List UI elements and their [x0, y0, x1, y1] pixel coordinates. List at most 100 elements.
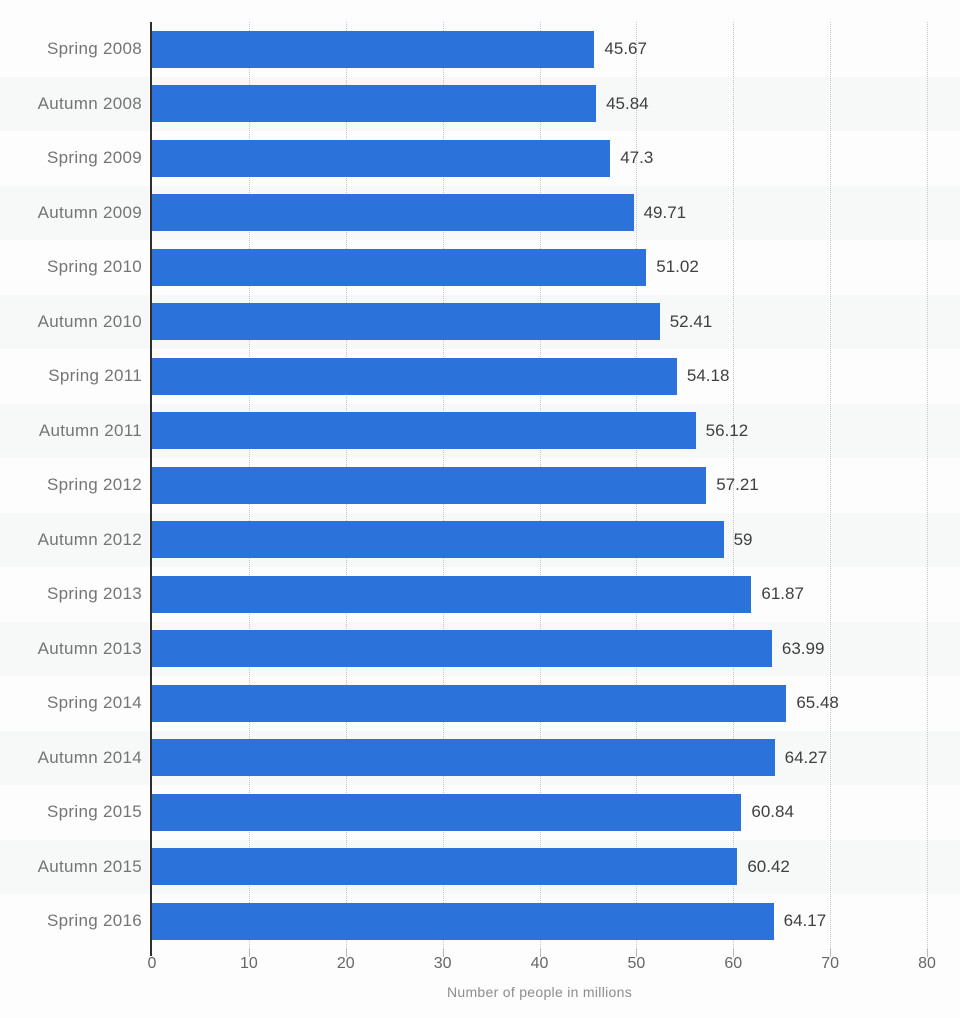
bar-row: Autumn 2014 64.27	[0, 731, 960, 786]
category-label: Autumn 2008	[37, 93, 142, 113]
category-label: Autumn 2015	[37, 856, 142, 876]
value-label: 65.48	[796, 693, 839, 713]
bar	[152, 85, 597, 123]
value-label: 60.42	[747, 856, 790, 876]
bar-track: 64.27	[152, 731, 927, 786]
bar-row: Spring 2013 61.87	[0, 567, 960, 622]
bar-track: 54.18	[152, 349, 927, 404]
bar-row: Autumn 2008 45.84	[0, 77, 960, 132]
category-label: Autumn 2012	[37, 529, 142, 549]
x-axis-tick-label: 10	[239, 955, 258, 972]
x-axis-label: Number of people in millions	[446, 984, 633, 1000]
bar	[152, 303, 660, 341]
x-axis-tick-label: 70	[821, 955, 840, 972]
bar	[152, 357, 677, 395]
bar	[152, 684, 787, 722]
x-axis-tick-label: 30	[433, 955, 452, 972]
bar	[152, 466, 707, 504]
bar-row: Spring 2014 65.48	[0, 676, 960, 731]
bar-row: Spring 2008 45.67	[0, 22, 960, 77]
category-label: Spring 2013	[47, 584, 142, 604]
value-label: 61.87	[761, 584, 804, 604]
bar	[152, 521, 724, 559]
x-axis-tickmark	[830, 948, 832, 957]
gridline	[733, 22, 735, 949]
bar-track: 45.84	[152, 77, 927, 132]
bar-track: 49.71	[152, 186, 927, 241]
bar	[152, 139, 611, 177]
bar-row: Spring 2012 57.21	[0, 458, 960, 513]
category-label: Autumn 2014	[37, 747, 142, 767]
gridline	[830, 22, 832, 949]
bar	[152, 793, 742, 831]
bar-track: 63.99	[152, 622, 927, 677]
category-label: Spring 2008	[47, 39, 142, 59]
category-label: Spring 2016	[47, 911, 142, 931]
value-label: 54.18	[686, 366, 730, 386]
x-axis-tick-label: 0	[147, 955, 157, 972]
bar-rows: Spring 2008 45.67 Autumn 2008 45.84 Spring 2…	[0, 22, 960, 949]
category-label: Spring 2011	[48, 366, 142, 386]
bar-track: 64.17	[152, 894, 927, 949]
bar-row: Autumn 2010 52.41	[0, 295, 960, 350]
bar	[152, 248, 647, 286]
x-axis-tick-label: 50	[627, 955, 646, 972]
bar-track: 51.02	[152, 240, 927, 295]
bar-track: 47.3	[152, 131, 927, 186]
value-label: 64.27	[784, 747, 828, 767]
bar	[152, 848, 738, 886]
category-label: Spring 2009	[47, 148, 142, 168]
bar-track: 60.42	[152, 840, 927, 895]
category-label: Autumn 2011	[38, 420, 142, 440]
category-label: Spring 2012	[47, 475, 142, 495]
x-axis-tickmark	[248, 948, 250, 957]
category-label: Spring 2015	[47, 802, 142, 822]
y-axis-line	[150, 22, 152, 956]
bar	[152, 902, 774, 940]
bar	[152, 739, 775, 777]
bar-track: 59	[152, 513, 927, 568]
bar	[152, 630, 772, 668]
x-axis-tickmark	[733, 948, 735, 957]
x-axis-tick-label: 20	[336, 955, 355, 972]
bar	[152, 194, 634, 232]
bar	[152, 30, 595, 68]
value-label: 47.3	[620, 148, 654, 168]
value-label: 51.02	[656, 257, 699, 277]
category-label: Autumn 2009	[37, 202, 142, 222]
bar-row: Autumn 2013 63.99	[0, 622, 960, 677]
bar-row: Autumn 2011 56.12	[0, 404, 960, 459]
x-axis-tickmark	[539, 948, 541, 957]
bar-row: Autumn 2009 49.71	[0, 186, 960, 241]
bar	[152, 575, 752, 613]
bar-track: 65.48	[152, 676, 927, 731]
x-axis-tickmark	[927, 948, 928, 957]
x-axis-tick-label: 60	[724, 955, 743, 972]
value-label: 56.12	[705, 420, 749, 440]
bar-row: Spring 2010 51.02	[0, 240, 960, 295]
value-label: 64.17	[783, 911, 827, 931]
x-axis-tickmark	[636, 948, 638, 957]
x-axis-tick-label: 80	[918, 955, 936, 972]
x-axis-tick-label: 40	[530, 955, 549, 972]
bar-row: Spring 2011 54.18	[0, 349, 960, 404]
x-axis-tickmark	[345, 948, 347, 957]
bar-track: 45.67	[152, 22, 927, 77]
bar-track: 57.21	[152, 458, 927, 513]
category-label: Autumn 2013	[37, 638, 142, 658]
bar-track: 56.12	[152, 404, 927, 459]
bar-row: Autumn 2015 60.42	[0, 840, 960, 895]
value-label: 59	[733, 529, 753, 549]
value-label: 63.99	[781, 638, 825, 658]
gridline	[927, 22, 928, 949]
bar-track: 61.87	[152, 567, 927, 622]
value-label: 57.21	[716, 475, 759, 495]
bar-track: 52.41	[152, 295, 927, 350]
value-label: 60.84	[751, 802, 794, 822]
bar-row: Spring 2016 64.17	[0, 894, 960, 949]
bar-row: Autumn 2012 59	[0, 513, 960, 568]
bar	[152, 412, 696, 450]
bar-track: 60.84	[152, 785, 927, 840]
category-label: Autumn 2010	[37, 311, 142, 331]
